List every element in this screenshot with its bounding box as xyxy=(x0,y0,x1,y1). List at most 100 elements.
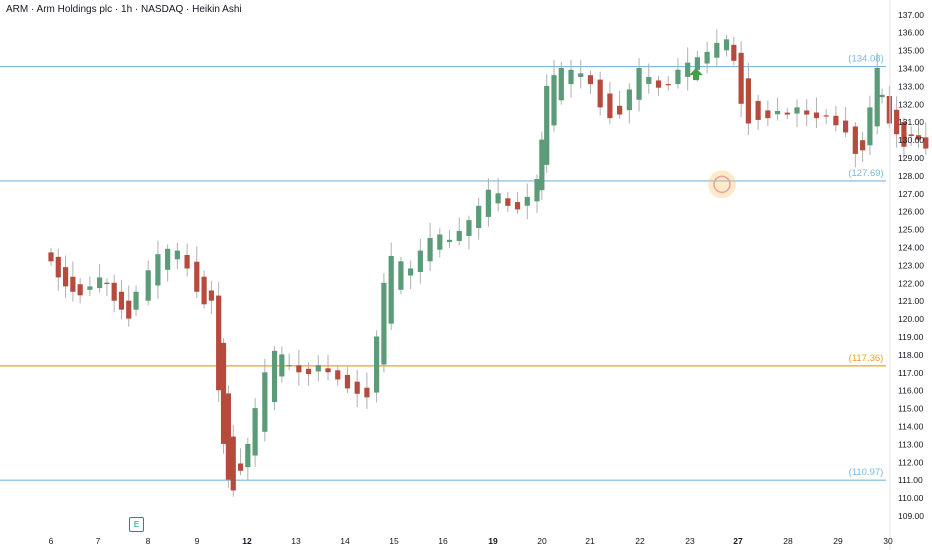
candle-body xyxy=(675,69,681,85)
candle xyxy=(843,107,849,137)
candle xyxy=(417,238,423,284)
candle xyxy=(62,255,69,299)
candle xyxy=(646,63,652,94)
candle xyxy=(558,61,564,105)
up-arrow-icon xyxy=(689,68,703,81)
candle-body xyxy=(568,69,574,85)
candle xyxy=(655,75,662,96)
candle-body xyxy=(823,115,829,117)
y-tick-label: 115.00 xyxy=(898,404,924,414)
candle xyxy=(70,261,76,302)
x-tick-label: 7 xyxy=(96,536,101,546)
candle xyxy=(279,346,285,383)
candle-body xyxy=(813,112,820,119)
candle-body xyxy=(894,109,900,135)
candle xyxy=(201,270,207,309)
candle-body xyxy=(714,42,720,58)
y-tick-label: 114.00 xyxy=(898,422,924,432)
candle-body xyxy=(578,73,584,77)
candle-body xyxy=(165,248,171,270)
candle-body xyxy=(879,94,885,98)
candle xyxy=(908,126,914,146)
candle xyxy=(97,264,103,293)
candle-body xyxy=(617,105,623,115)
candle xyxy=(524,183,530,220)
x-tick-label: 13 xyxy=(291,536,301,546)
y-tick-label: 135.00 xyxy=(898,46,924,56)
candle-body xyxy=(843,120,849,133)
candle xyxy=(607,81,613,125)
x-tick-label: 22 xyxy=(635,536,645,546)
candle-body xyxy=(145,270,151,301)
horizontal-levels: (134.08) (127.69) (117.36) (110.97) xyxy=(0,54,886,481)
candle-body xyxy=(77,284,83,296)
y-tick-label: 112.00 xyxy=(898,457,924,467)
candle xyxy=(48,247,54,266)
candle xyxy=(915,123,922,148)
candle-body xyxy=(852,126,858,154)
candle xyxy=(286,353,292,370)
candle xyxy=(597,71,603,116)
candle-body xyxy=(874,68,880,127)
candle-body xyxy=(655,80,662,88)
y-tick-label: 119.00 xyxy=(898,332,924,342)
candle xyxy=(398,256,404,295)
price-axis[interactable]: 109.00 110.00 111.00 112.00 113.00 114.00 115.… xyxy=(898,10,924,521)
candle xyxy=(388,242,394,330)
candle xyxy=(374,330,380,403)
candle xyxy=(578,59,584,89)
x-tick-label: 12 xyxy=(242,536,252,546)
y-tick-label: 128.00 xyxy=(898,171,924,181)
candle-body xyxy=(262,372,268,432)
candle xyxy=(456,217,462,246)
candle xyxy=(867,95,873,156)
candle-body xyxy=(915,135,922,140)
y-tick-label: 130.00 xyxy=(898,135,924,145)
candle xyxy=(126,285,132,327)
candle xyxy=(408,260,414,289)
x-tick-label: 6 xyxy=(49,536,54,546)
candle-body xyxy=(216,295,222,391)
time-axis[interactable]: 6 7 8 9 12 13 14 15 16 19 20 21 22 23 27 28 29 30 xyxy=(49,536,893,546)
candle-body xyxy=(476,205,482,229)
candle-body xyxy=(723,39,730,51)
candle-body xyxy=(354,381,360,394)
candle xyxy=(133,285,139,316)
candle xyxy=(923,122,929,155)
candle xyxy=(534,174,540,213)
candle xyxy=(305,362,312,386)
candle-body xyxy=(408,268,414,276)
earnings-marker-icon[interactable]: E xyxy=(129,517,144,532)
candle xyxy=(155,240,161,299)
candle-body xyxy=(315,365,321,372)
candle-body xyxy=(466,220,472,236)
candle-body xyxy=(398,261,404,290)
candle xyxy=(184,243,190,277)
candle xyxy=(111,274,117,313)
candle xyxy=(860,132,866,162)
candle-body xyxy=(505,198,511,206)
candle xyxy=(446,229,453,249)
candle xyxy=(675,58,681,89)
y-tick-label: 111.00 xyxy=(898,475,923,485)
candle-body xyxy=(87,286,93,290)
candle xyxy=(833,105,839,132)
candle-body xyxy=(62,267,69,287)
candle xyxy=(495,178,501,212)
candle xyxy=(335,365,341,386)
candle xyxy=(685,47,691,91)
candle-body xyxy=(804,110,810,115)
candle-body xyxy=(745,78,752,124)
candle xyxy=(208,280,214,315)
candle-body xyxy=(388,255,394,324)
candle-body xyxy=(607,93,613,119)
candle-body xyxy=(765,110,771,119)
candle-body xyxy=(296,365,302,373)
candle-body xyxy=(446,239,453,243)
y-tick-label: 123.00 xyxy=(898,260,924,270)
candle xyxy=(774,97,781,121)
candle xyxy=(364,372,370,409)
x-tick-label: 15 xyxy=(389,536,399,546)
candle-body xyxy=(201,276,207,305)
